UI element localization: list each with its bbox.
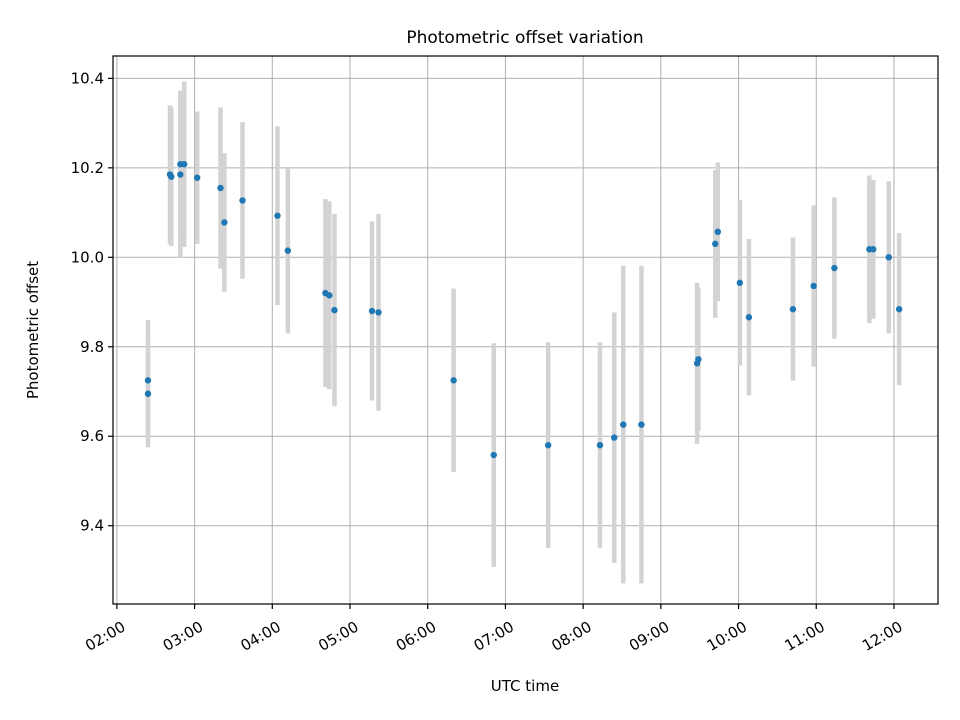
- data-point: [885, 254, 892, 261]
- x-tick-label: 08:00: [548, 618, 594, 655]
- error-bars: [145, 81, 902, 584]
- data-point: [745, 314, 753, 321]
- data-point: [714, 228, 722, 236]
- y-tick-label: 10.0: [71, 248, 104, 266]
- data-point: [221, 219, 228, 226]
- x-tick-label: 02:00: [82, 618, 128, 655]
- data-point: [736, 279, 744, 287]
- data-point: [144, 390, 152, 397]
- y-tick-label: 9.4: [80, 517, 104, 535]
- data-point: [895, 305, 903, 313]
- data-point: [274, 212, 281, 219]
- data-points: [144, 161, 903, 459]
- x-tick-label: 04:00: [237, 618, 283, 655]
- data-point: [217, 184, 224, 192]
- data-point: [611, 434, 618, 441]
- x-tick-label: 12:00: [859, 618, 905, 655]
- x-tick-label: 03:00: [160, 618, 206, 655]
- x-tick-label: 06:00: [393, 618, 439, 655]
- data-point: [870, 246, 877, 253]
- data-point: [168, 173, 175, 180]
- data-point: [490, 451, 497, 459]
- x-axis-ticks: 02:00 03:00 04:00 05:00 06:00 07:00 08:00 09:00…: [82, 604, 906, 655]
- y-tick-label: 10.2: [71, 159, 104, 177]
- data-point: [789, 305, 797, 313]
- data-point: [375, 309, 382, 316]
- data-point: [544, 441, 552, 449]
- y-axis-label: Photometric offset: [24, 261, 42, 399]
- data-point: [695, 356, 702, 363]
- x-tick-label: 09:00: [626, 618, 672, 655]
- data-point: [450, 377, 457, 384]
- data-point: [177, 171, 184, 178]
- y-tick-label: 10.4: [71, 69, 104, 87]
- data-point: [326, 292, 333, 299]
- plot-frame: [112, 55, 939, 605]
- y-tick-label: 9.6: [80, 427, 104, 445]
- data-point: [239, 197, 246, 204]
- x-tick-label: 05:00: [315, 618, 361, 655]
- x-tick-label: 07:00: [471, 618, 517, 655]
- data-point: [181, 161, 188, 168]
- data-point: [193, 174, 201, 181]
- data-point: [596, 441, 604, 449]
- y-axis-ticks: 9.4 9.6 9.8 10.0 10.2 10.4: [71, 69, 113, 535]
- data-point: [331, 306, 338, 314]
- data-point: [638, 421, 645, 428]
- grid: [113, 56, 938, 604]
- data-point: [144, 377, 152, 384]
- x-tick-label: 11:00: [781, 618, 827, 655]
- data-point: [712, 240, 719, 248]
- data-point: [368, 307, 376, 315]
- x-axis-label: UTC time: [491, 677, 559, 695]
- data-point: [831, 264, 838, 272]
- x-tick-label: 10:00: [704, 618, 750, 655]
- data-point: [810, 282, 817, 290]
- chart-title: Photometric offset variation: [406, 28, 643, 48]
- data-point: [620, 421, 627, 428]
- y-tick-label: 9.8: [80, 338, 104, 356]
- data-point: [284, 247, 292, 254]
